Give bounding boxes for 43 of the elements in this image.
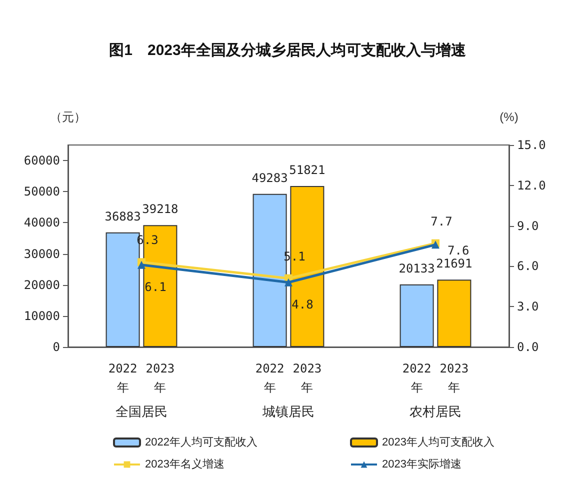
- y2-tick-label: 12.0: [517, 178, 546, 192]
- text: 2022年: [255, 362, 284, 394]
- text: 2022年: [402, 362, 432, 394]
- x-tick-label: 全国居民: [116, 404, 168, 419]
- x-tick-label: 农村居民: [410, 404, 462, 419]
- y2-tick-label: 0.0: [517, 340, 539, 354]
- y-tick-label: 40000: [24, 216, 60, 230]
- text: 2023年: [440, 362, 469, 394]
- text: 2022年: [108, 362, 138, 394]
- point: [138, 260, 146, 269]
- legend-label: 2023年实际增速: [382, 458, 462, 470]
- legend-label: 2022年人均可支配收入: [145, 436, 258, 448]
- y2-tick-label: 15.0: [517, 138, 546, 152]
- y2-tick-label: 9.0: [517, 218, 539, 233]
- x-tick-label: 城镇居民: [262, 404, 314, 419]
- legend-label: 2023年名义增速: [145, 458, 224, 470]
- data-label: 4.8: [292, 297, 314, 312]
- y-tick-label: 60000: [24, 154, 60, 168]
- data-label: 51821: [289, 162, 326, 177]
- y-tick-label: 30000: [24, 246, 60, 261]
- y2-tick-label: 3.0: [517, 300, 539, 314]
- legend-label: 2023年人均可支配收入: [382, 436, 494, 448]
- data-label: 49283: [252, 170, 288, 185]
- data-label: 7.6: [448, 244, 470, 258]
- y-tick-label: 50000: [24, 184, 60, 199]
- chart-title: 图1 2023年全国及分城乡居民人均可支配收入与增速: [109, 42, 467, 59]
- text: 2023年: [292, 362, 322, 394]
- data-label: 21691: [436, 256, 472, 271]
- data-label: 6.1: [144, 280, 166, 294]
- point: [284, 278, 292, 286]
- y-tick-label: 0: [52, 340, 60, 354]
- y-tick-label: 20000: [24, 278, 60, 292]
- y-axis-title: （元）: [50, 110, 86, 124]
- y2-tick-label: 6.0: [517, 259, 539, 274]
- bar: [437, 280, 472, 347]
- y2-axis-title: (%): [500, 110, 518, 124]
- y-tick-label: 10000: [24, 308, 60, 323]
- data-label: 7.7: [430, 214, 452, 228]
- data-label: 39218: [142, 202, 178, 216]
- text: 2023年: [146, 362, 175, 394]
- data-label: 36883: [104, 209, 141, 224]
- data-label: 20133: [398, 261, 435, 276]
- bar: [400, 284, 434, 347]
